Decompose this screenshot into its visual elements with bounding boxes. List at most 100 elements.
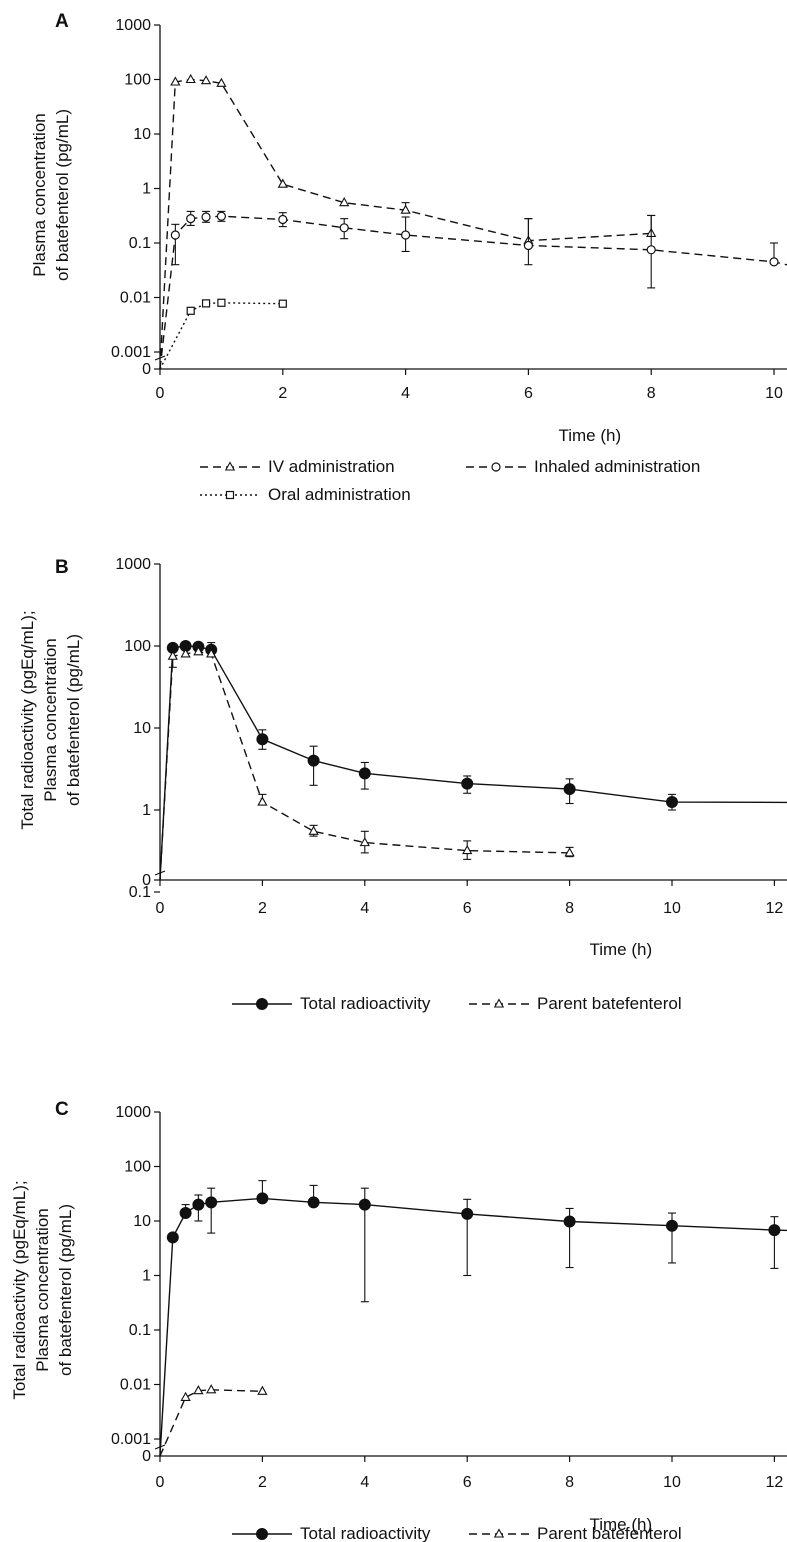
y-axis-title: of batefenterol (pg/mL) [53,109,72,281]
y-axis-title: Total radioactivity (pgEq/mL); [10,1180,29,1399]
data-point [646,245,656,255]
legend-marker [491,462,501,472]
data-point [186,306,195,315]
data-point [216,211,226,221]
data-point [462,844,473,855]
data-point [180,648,191,658]
data-point [308,825,319,835]
x-tick-label: 2 [278,385,287,402]
x-tick-label: 8 [647,385,656,402]
data-point [769,257,779,267]
legend-label: Oral administration [268,485,411,504]
chart-C: 02468101214161810001001010.10.010.0010Ti… [10,1104,787,1542]
series-IV administration [159,73,657,370]
series-Oral administration [159,298,287,370]
data-point [277,178,288,188]
data-point [180,1391,191,1401]
series-line [159,645,787,881]
x-tick-label: 2 [258,1474,267,1491]
data-point [166,1231,179,1244]
axis-break [154,355,166,361]
data-point [185,73,196,84]
x-tick-label: 0 [156,385,165,402]
x-tick-label: 4 [360,1474,369,1491]
legend-label: Parent batefenterol [537,1524,682,1542]
legend: IV administration Inhaled administration O… [200,457,700,504]
data-point [201,212,211,222]
y-axis-title: Plasma concentration [30,113,49,276]
series-Parent batefenterol [159,1384,268,1457]
legend: Total radioactivity Parent batefenterol [232,1524,682,1542]
axis-break [154,1444,166,1450]
data-point [768,1224,781,1237]
data-point [193,1385,204,1395]
y-tick-label: 10 [133,720,151,737]
data-point [358,1198,371,1211]
data-point [666,796,678,809]
x-tick-label: 0 [156,900,165,917]
series-line [159,78,652,370]
y-tick-label: 10 [133,126,151,143]
data-point [666,1219,678,1232]
x-axis-title: Time (h) [589,1515,652,1534]
legend-marker [256,998,268,1010]
data-point [206,1384,217,1394]
y-tick-label: 1 [142,802,151,819]
chart-panels: A B C [55,11,69,1120]
data-point [193,646,204,656]
data-point [461,1207,474,1220]
data-point [256,733,269,746]
y-tick-label: 0 [142,1448,151,1465]
data-point [401,230,411,240]
panel-A: A [55,11,69,32]
x-tick-label: 6 [463,900,472,917]
x-tick-label: 4 [360,900,369,917]
y-tick-label: 0 [142,872,151,889]
data-point [179,1207,192,1220]
data-point [400,204,411,214]
x-tick-label: 4 [401,385,410,402]
y-tick-label: 0.001 [111,1431,151,1448]
data-point [206,648,217,658]
data-point [339,223,349,233]
y-tick-label: 0.1 [129,884,151,901]
legend-label: Total radioactivity [300,1524,431,1542]
legend-label: Inhaled administration [534,457,700,476]
x-tick-label: 0 [156,1474,165,1491]
y-axis-title: of batefenterol (pg/mL) [64,634,83,806]
series-line [159,215,787,370]
data-point [192,1198,205,1211]
data-point [563,783,576,796]
data-point [358,767,371,780]
data-point [170,76,181,86]
panel-label-B: B [55,557,69,578]
y-tick-label: 0.01 [120,290,151,307]
y-tick-label: 1000 [115,1104,151,1121]
series-line [159,302,283,370]
y-axis-title: of batefenterol (pg/mL) [56,1204,75,1376]
series-Inhaled administration [159,210,787,370]
x-axis-title: Time (h) [558,426,621,445]
x-tick-label: 2 [258,900,267,917]
y-axis-title: Plasma concentration [41,638,60,801]
data-point [339,197,350,207]
data-point [563,1215,576,1228]
data-point [307,1196,320,1209]
y-tick-label: 1 [142,1268,151,1285]
data-point [167,650,178,660]
y-tick-label: 0.01 [120,1377,151,1394]
panel-B: B [55,557,69,578]
series-Total radioactivity [159,640,787,881]
legend-marker [224,461,236,471]
x-tick-label: 10 [663,1474,681,1491]
data-point [201,299,211,308]
panel-label-A: A [55,11,69,32]
data-point [217,298,226,307]
panel-C: C [55,1099,69,1120]
axis-break [154,870,166,876]
legend-marker [225,490,235,500]
series-line [159,1197,787,1457]
y-axis-title: Plasma concentration [33,1208,52,1371]
